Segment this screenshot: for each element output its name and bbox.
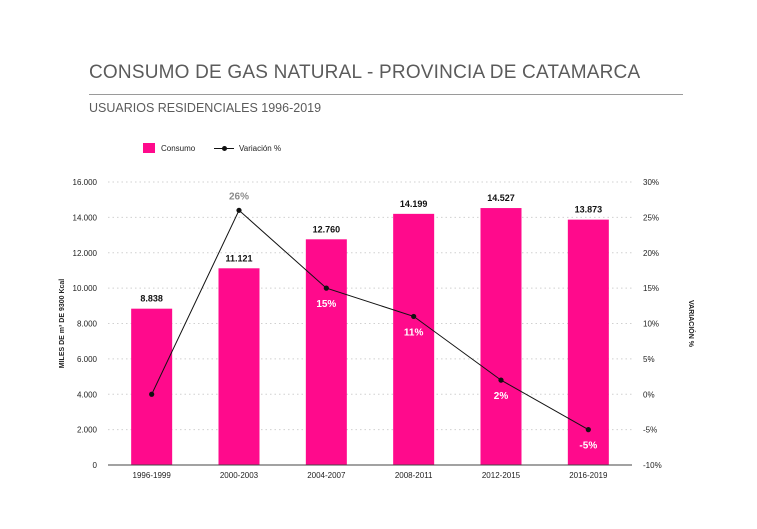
y-axis-title: MILES DE m³ DE 9300 Kcal — [59, 279, 66, 369]
y2-tick-label: 30% — [643, 178, 659, 187]
y2-tick-label: -10% — [643, 461, 662, 470]
bar-value-label: 12.760 — [313, 224, 341, 234]
chart-title: CONSUMO DE GAS NATURAL - PROVINCIA DE CA… — [89, 62, 641, 83]
variation-value-label: -5% — [579, 441, 597, 452]
y-tick-label: 12.000 — [73, 249, 98, 258]
variation-value-label: 11% — [404, 327, 424, 338]
y-tick-label: 0 — [93, 461, 98, 470]
variation-point-2000-2003 — [236, 207, 242, 213]
bar-1996-1999 — [131, 308, 173, 465]
y-tick-label: 8.000 — [77, 320, 98, 329]
y2-axis-title: VARIACIÓN % — [687, 300, 696, 348]
legend-bar-swatch — [143, 143, 155, 153]
variation-point-1996-1999 — [149, 391, 155, 397]
bar-value-label: 13.873 — [575, 205, 603, 215]
bar-value-label: 14.199 — [400, 199, 428, 209]
y2-tick-label: 20% — [643, 249, 659, 258]
legend-item-consumo: Consumo — [143, 143, 195, 153]
y-tick-label: 2.000 — [77, 426, 98, 435]
y2-tick-label: 25% — [643, 213, 659, 222]
variation-point-2008-2011 — [411, 313, 417, 320]
bar-2008-2011 — [393, 213, 435, 465]
bar-value-label: 11.121 — [225, 253, 252, 263]
x-tick-label: 2008-2011 — [395, 471, 433, 480]
y2-tick-label: 5% — [643, 355, 655, 364]
legend-line-label: Variación % — [239, 143, 282, 153]
bar-2016-2019 — [567, 219, 609, 465]
variation-point-2016-2019 — [585, 427, 591, 433]
y-tick-label: 16.000 — [73, 178, 98, 187]
x-tick-label: 2000-2003 — [220, 471, 259, 480]
y2-tick-label: 0% — [643, 390, 655, 399]
y2-tick-label: 10% — [643, 320, 659, 329]
y2-tick-label: 15% — [643, 284, 659, 293]
variation-value-label: 26% — [229, 191, 249, 202]
y-tick-label: 4.000 — [77, 390, 98, 399]
y-tick-label: 6.000 — [77, 355, 98, 364]
legend-line-symbol — [214, 143, 234, 153]
variation-line — [151, 209, 589, 431]
y-tick-label: 10.000 — [73, 284, 98, 293]
legend-item-variacion: Variación % — [214, 143, 281, 153]
bar-value-label: 8.838 — [140, 294, 163, 304]
title-divider — [89, 94, 683, 95]
variation-point-2004-2007 — [323, 285, 329, 291]
y-tick-label: 14.000 — [73, 213, 98, 222]
x-tick-label: 1996-1999 — [133, 471, 172, 480]
x-tick-label: 2012-2015 — [482, 471, 521, 480]
variation-value-label: 2% — [494, 391, 509, 402]
x-tick-label: 2016-2019 — [569, 471, 608, 480]
variation-value-label: 15% — [316, 299, 336, 310]
bar-2004-2007 — [305, 239, 347, 465]
x-tick-label: 2004-2007 — [307, 471, 346, 480]
bar-2012-2015 — [480, 208, 522, 465]
bar-2000-2003 — [218, 268, 260, 465]
variation-point-2012-2015 — [498, 377, 504, 383]
y2-tick-label: -5% — [643, 426, 657, 435]
bar-value-label: 14.527 — [487, 193, 515, 203]
chart-subtitle: USUARIOS RESIDENCIALES 1996-2019 — [89, 101, 322, 115]
legend-bar-label: Consumo — [161, 143, 196, 153]
